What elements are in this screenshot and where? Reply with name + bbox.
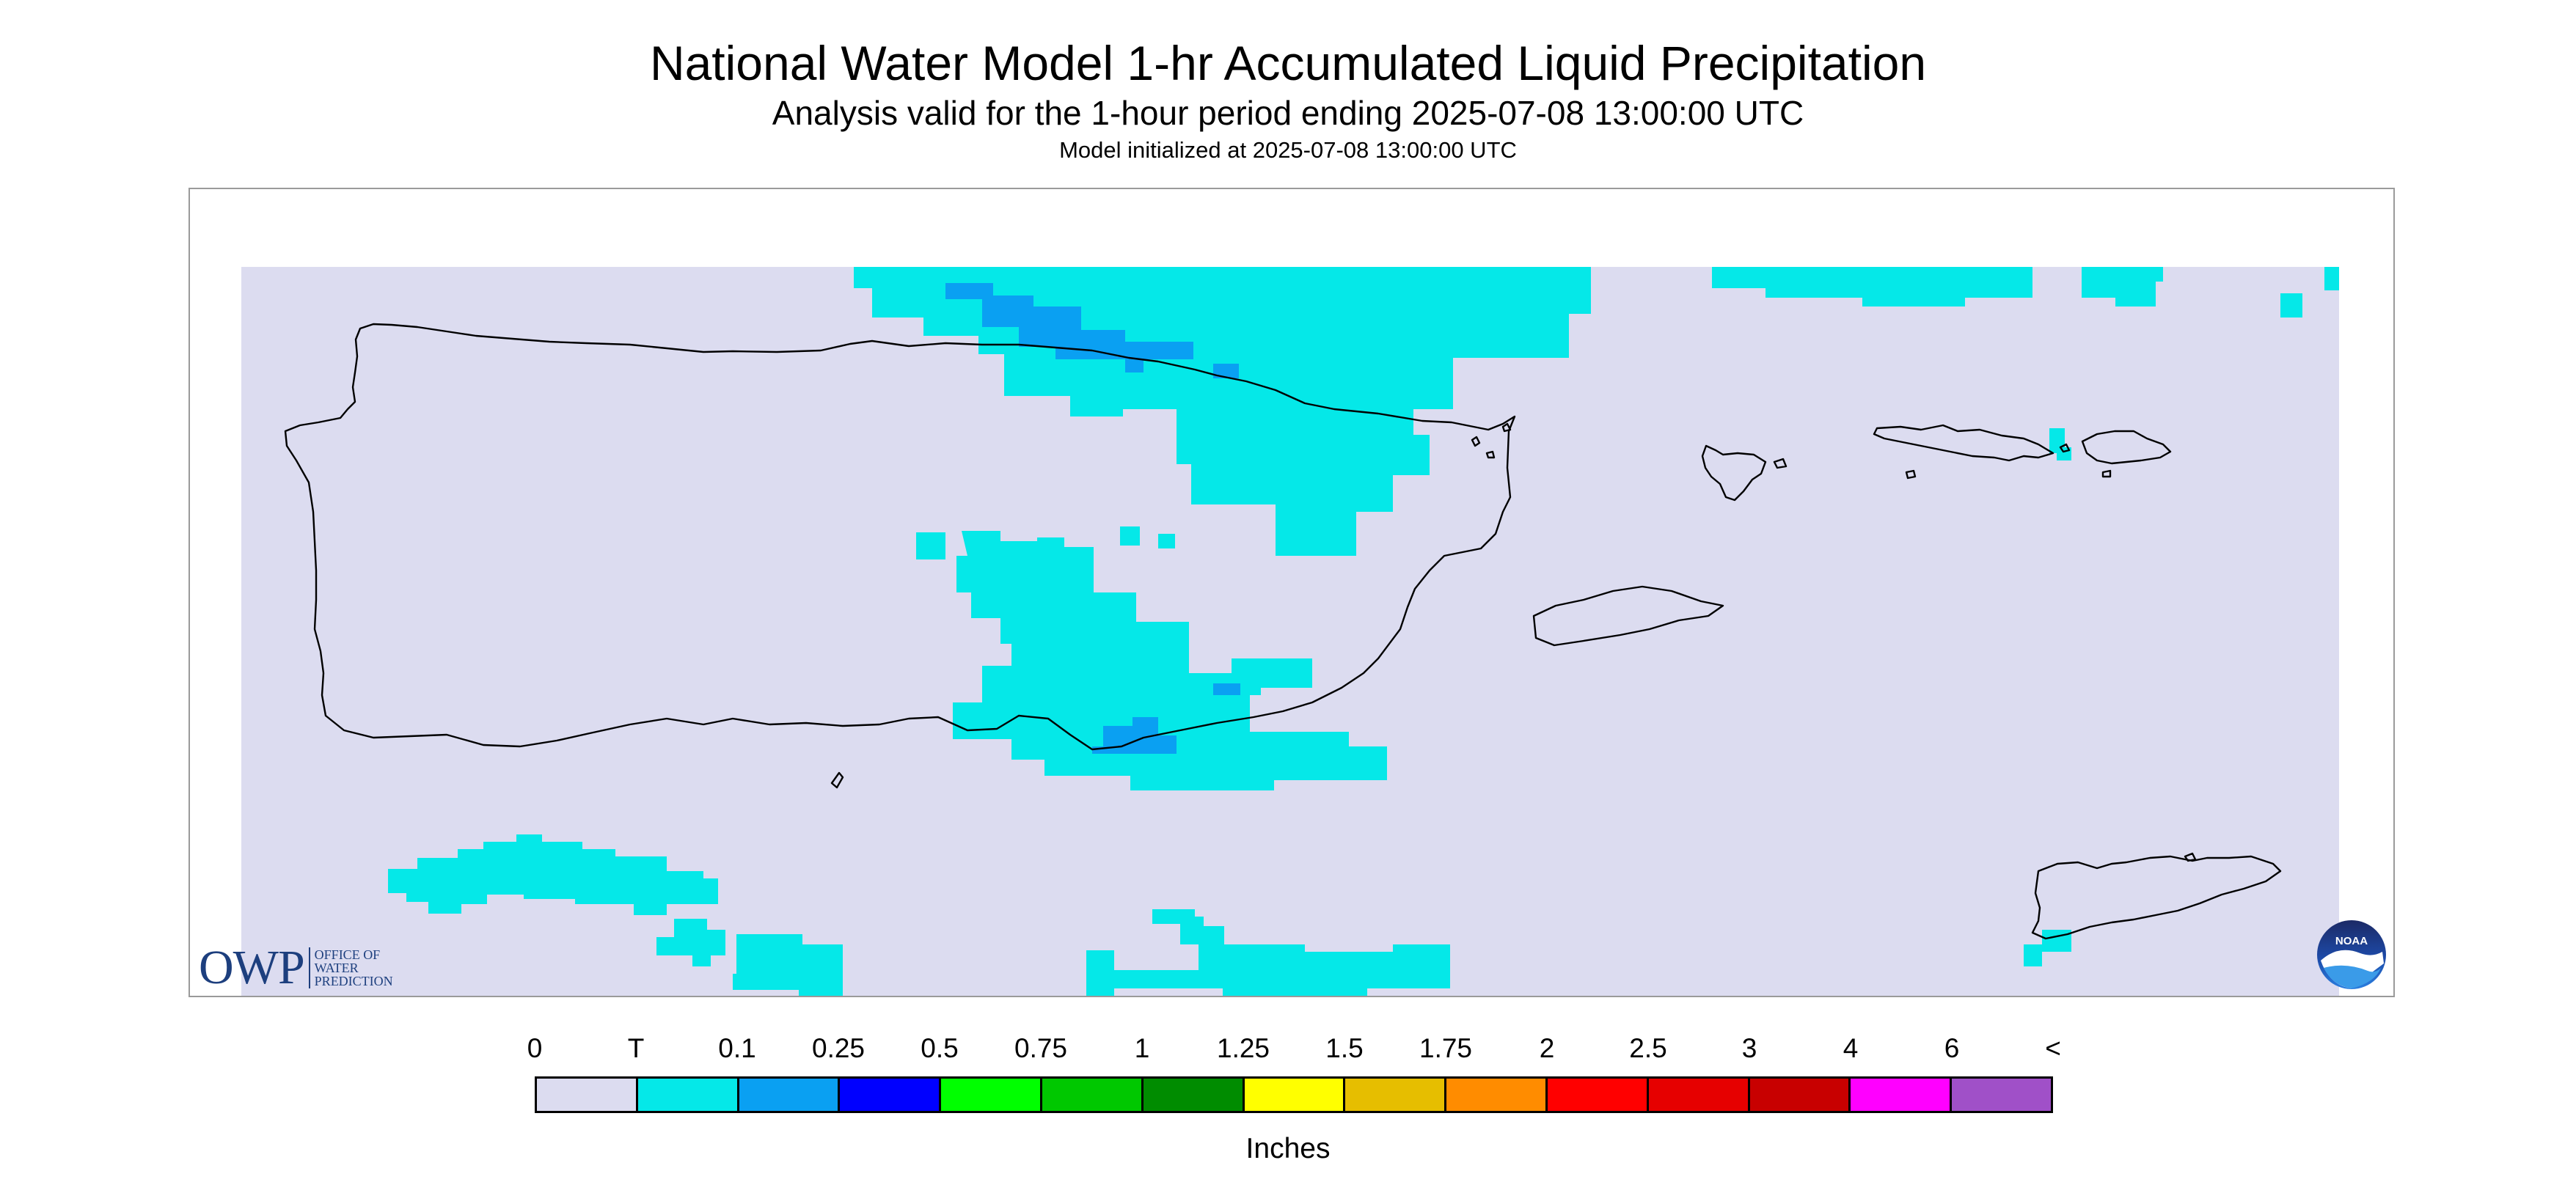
legend-label: 4 (1843, 1033, 1859, 1063)
legend-swatch (739, 1079, 841, 1111)
legend-labels: 0 T 0.1 0.25 0.5 0.75 1 1.25 1.5 1.75 2 … (0, 1032, 2576, 1076)
st-john-outline (2081, 430, 2172, 465)
legend-label: 3 (1741, 1033, 1757, 1063)
legend-swatch (1749, 1079, 1851, 1111)
legend-swatch (537, 1079, 638, 1111)
owp-divider (308, 947, 310, 988)
owp-letters: OWP (199, 941, 305, 994)
legend-color-bar (535, 1076, 2053, 1113)
precip-01-areas (945, 283, 1240, 754)
legend-label: 0.1 (718, 1033, 756, 1063)
small-islands (830, 422, 2197, 862)
legend-label: 0.75 (1014, 1033, 1068, 1063)
coastlines (284, 323, 2282, 940)
noaa-logo-text: NOAA (2335, 935, 2368, 947)
legend-swatch (1851, 1079, 1953, 1111)
puerto-rico-outline (284, 323, 1516, 751)
legend-label: 1.75 (1419, 1033, 1473, 1063)
culebra-outline (1701, 444, 1767, 502)
legend-swatch (1042, 1079, 1144, 1111)
legend-label: 2 (1539, 1033, 1555, 1063)
legend-swatch (1952, 1079, 2051, 1111)
legend-swatch (1345, 1079, 1447, 1111)
st-croix-outline (2031, 855, 2282, 940)
legend-swatch (1648, 1079, 1750, 1111)
map-subtitle: Analysis valid for the 1-hour period end… (772, 94, 1804, 132)
legend-label: < (2045, 1033, 2061, 1063)
owp-logo: OWP OFFICE OF WATER PREDICTION (199, 941, 393, 994)
map-title: National Water Model 1-hr Accumulated Li… (649, 36, 1927, 90)
legend-label: 0 (527, 1033, 543, 1063)
legend-swatch (1244, 1079, 1346, 1111)
legend-label: 1.5 (1325, 1033, 1364, 1063)
legend-swatch (1446, 1079, 1548, 1111)
st-thomas-outline (1873, 424, 2054, 462)
map-frame (189, 188, 2395, 997)
legend-label: 0.5 (921, 1033, 959, 1063)
legend-label: 0.25 (811, 1033, 866, 1063)
legend-swatch (637, 1079, 739, 1111)
precip-map (241, 267, 2339, 996)
legend-swatch (840, 1079, 942, 1111)
vieques-outline (1532, 585, 1724, 647)
owp-wordmark: OFFICE OF WATER PREDICTION (314, 947, 393, 988)
legend-label: 2.5 (1629, 1033, 1667, 1063)
legend-label: 1 (1134, 1033, 1150, 1063)
legend-label: 1.25 (1216, 1033, 1270, 1063)
legend-label: T (627, 1033, 645, 1063)
legend-swatch (1143, 1079, 1245, 1111)
noaa-logo: NOAA (2317, 920, 2386, 989)
legend-swatch (941, 1079, 1042, 1111)
legend-swatch (1547, 1079, 1649, 1111)
legend-units: Inches (1245, 1133, 1331, 1164)
legend-label: 6 (1944, 1033, 1960, 1063)
model-init-text: Model initialized at 2025-07-08 13:00:00… (1059, 137, 1517, 163)
